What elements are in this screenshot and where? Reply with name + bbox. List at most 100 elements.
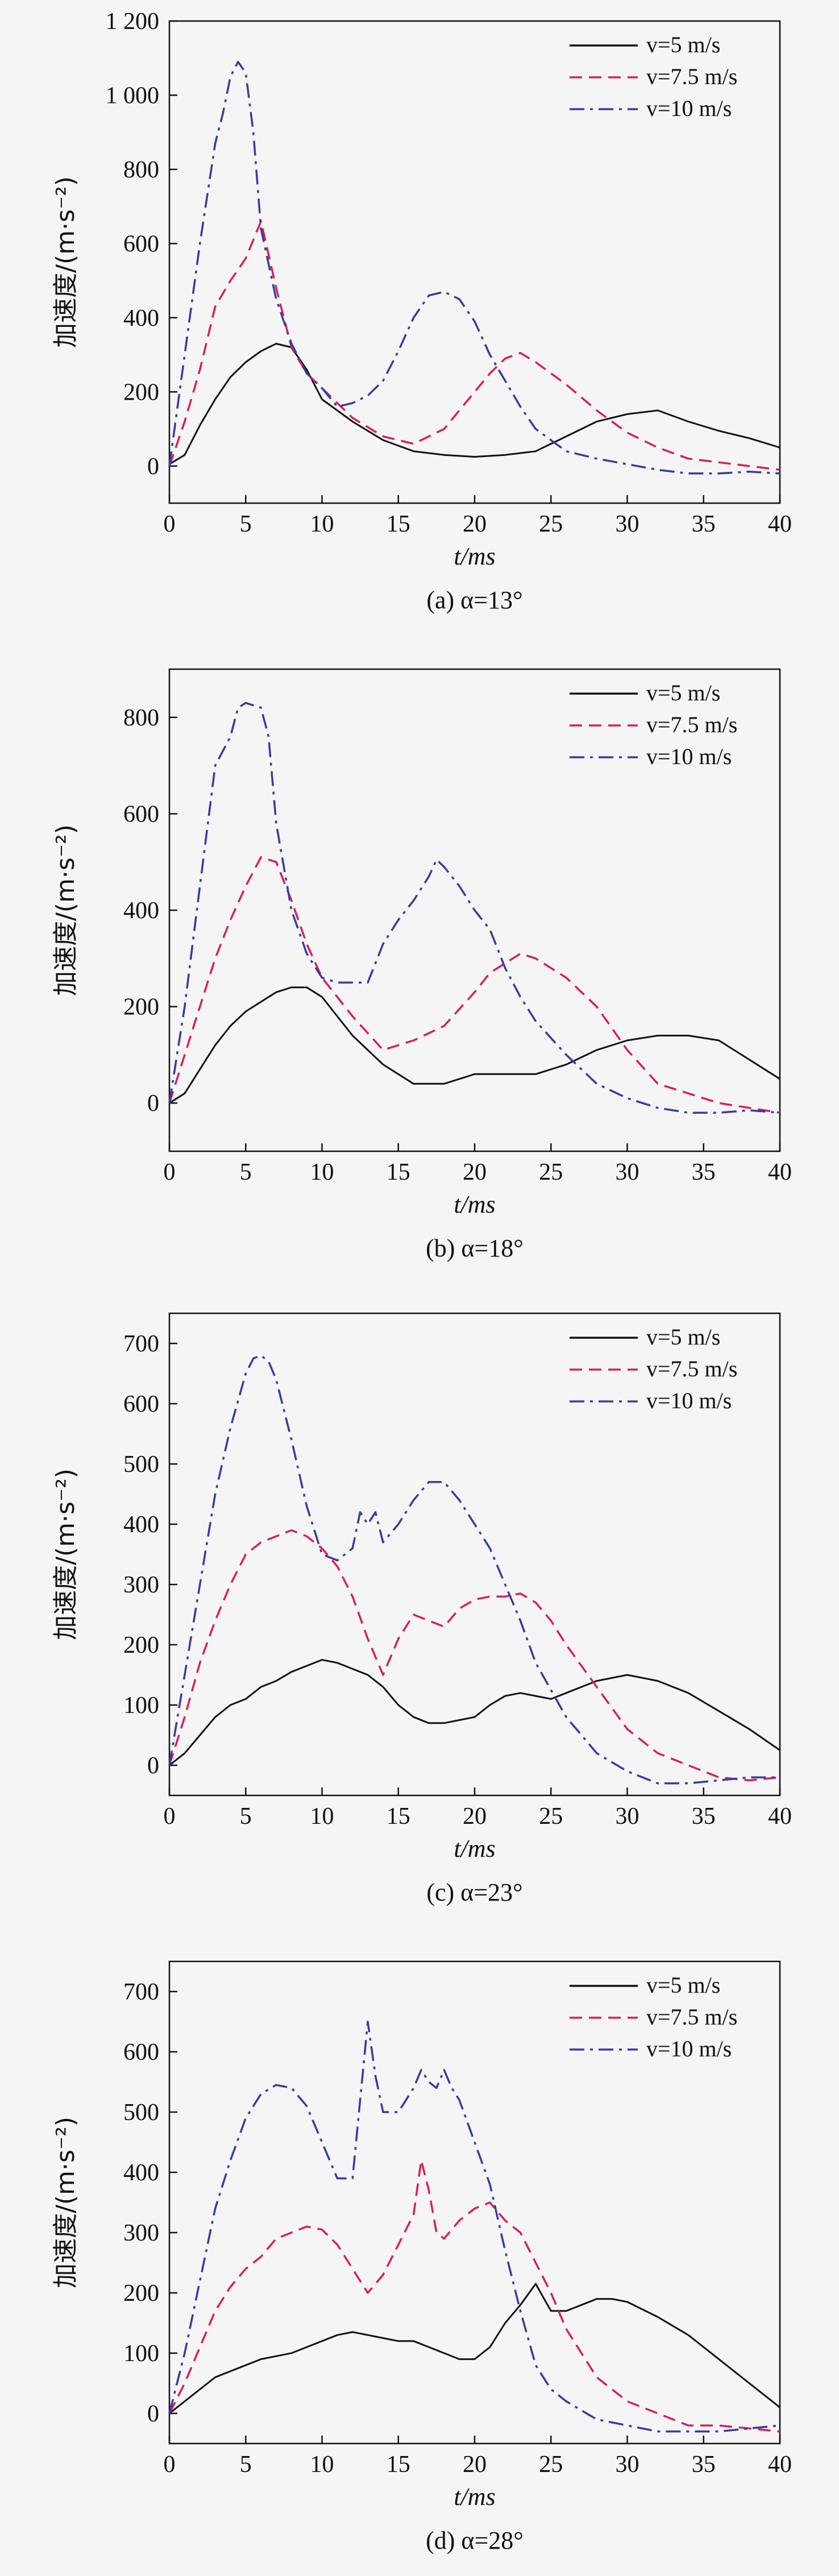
x-tick-label: 25	[539, 511, 563, 537]
series-line	[168, 61, 780, 475]
x-tick-label: 5	[240, 1159, 252, 1185]
chart-panel: 0 5 10 15 20 25 30 35 400100200300400500600700加速…	[51, 1312, 792, 1906]
x-tick-label: 25	[539, 2451, 563, 2478]
chart-caption: (d) α=28°	[426, 2527, 524, 2554]
plot-frame	[168, 1312, 781, 1797]
y-tick-label: 700	[123, 1331, 159, 1357]
x-tick-label: 15	[387, 511, 410, 537]
x-tick-label: 35	[692, 1159, 716, 1185]
y-axis-title: 加速度/(m·s⁻²)	[51, 1469, 80, 1640]
series-line	[168, 220, 780, 471]
x-tick-label: 10	[310, 511, 334, 537]
y-tick-label: 200	[123, 2280, 159, 2307]
y-tick-label: 600	[123, 801, 159, 827]
y-tick-label: 200	[123, 379, 159, 405]
legend-label: v=10 m/s	[646, 2036, 732, 2061]
series-line	[169, 1659, 780, 1766]
x-tick-label: 20	[463, 1803, 487, 1830]
x-tick-label: 35	[692, 1803, 716, 1830]
legend-label: v=7.5 m/s	[646, 712, 737, 737]
x-axis-title: t/ms	[454, 542, 495, 570]
legend-label: v=5 m/s	[646, 32, 720, 57]
x-tick-label: 40	[768, 2451, 792, 2478]
x-tick-label: 5	[240, 2451, 252, 2478]
x-axis-title: t/ms	[454, 2483, 495, 2511]
x-tick-label: 40	[768, 511, 792, 537]
y-tick-label: 400	[123, 1512, 159, 1538]
legend-label: v=10 m/s	[646, 1388, 732, 1413]
x-tick-label: 30	[616, 2451, 639, 2478]
x-tick-label: 5	[240, 1803, 252, 1830]
x-tick-label: 0	[164, 1159, 176, 1185]
y-tick-label: 200	[123, 1632, 159, 1658]
x-tick-label: 40	[768, 1803, 792, 1830]
legend-label: v=7.5 m/s	[646, 1356, 737, 1382]
x-tick-label: 25	[539, 1803, 563, 1830]
legend-label: v=10 m/s	[646, 96, 732, 121]
legend-label: v=7.5 m/s	[646, 2004, 737, 2030]
x-tick-label: 40	[768, 1159, 792, 1185]
y-tick-label: 300	[123, 1572, 159, 1598]
legend-label: v=10 m/s	[646, 744, 732, 769]
y-tick-label: 1 200	[106, 9, 160, 35]
y-tick-label: 700	[123, 1979, 159, 2005]
series-line	[168, 1354, 780, 1785]
y-tick-label: 600	[123, 2039, 159, 2065]
series-line	[168, 2159, 780, 2433]
y-tick-label: 200	[123, 994, 159, 1021]
y-tick-label: 400	[123, 2160, 159, 2186]
series-line	[169, 986, 780, 1104]
x-tick-label: 0	[164, 1803, 176, 1830]
y-axis-title: 加速度/(m·s⁻²)	[51, 176, 80, 348]
x-tick-label: 25	[539, 1159, 563, 1185]
x-tick-label: 35	[692, 2451, 716, 2478]
x-tick-label: 0	[164, 511, 176, 537]
series-line	[169, 2283, 780, 2415]
series-line	[168, 856, 780, 1114]
x-tick-label: 30	[616, 1803, 639, 1830]
legend-label: v=5 m/s	[646, 1324, 720, 1350]
y-tick-label: 800	[123, 705, 159, 731]
y-axis-title: 加速度/(m·s⁻²)	[51, 824, 80, 996]
y-tick-label: 400	[123, 305, 159, 331]
chart-caption: (a) α=13°	[426, 586, 522, 614]
x-tick-label: 20	[463, 1159, 487, 1185]
x-tick-label: 15	[387, 1803, 410, 1830]
legend-label: v=7.5 m/s	[646, 64, 737, 89]
y-tick-label: 1 000	[106, 82, 160, 109]
y-axis-title: 加速度/(m·s⁻²)	[51, 2117, 80, 2288]
x-tick-label: 35	[692, 511, 716, 537]
y-tick-label: 500	[123, 1451, 159, 1478]
chart-caption: (c) α=23°	[426, 1878, 522, 1906]
x-tick-label: 30	[616, 511, 639, 537]
series-line	[169, 343, 780, 465]
legend-label: v=5 m/s	[646, 1972, 720, 1998]
y-tick-label: 800	[123, 157, 159, 183]
x-tick-label: 10	[310, 1159, 334, 1185]
x-tick-label: 15	[387, 2451, 410, 2478]
x-tick-label: 10	[310, 2451, 334, 2478]
y-tick-label: 400	[123, 898, 159, 924]
y-tick-label: 0	[147, 1753, 159, 1779]
y-tick-label: 0	[147, 454, 159, 480]
y-tick-label: 0	[147, 2401, 159, 2427]
x-tick-label: 20	[463, 2451, 487, 2478]
y-tick-label: 600	[123, 1391, 159, 1417]
x-axis-title: t/ms	[454, 1190, 495, 1218]
x-tick-label: 0	[164, 2451, 176, 2478]
y-tick-label: 100	[123, 1693, 159, 1719]
y-tick-label: 500	[123, 2100, 159, 2126]
x-tick-label: 10	[310, 1803, 334, 1830]
series-line	[168, 1529, 780, 1782]
y-tick-label: 300	[123, 2220, 159, 2246]
chart-panel: 0 5 10 15 20 25 30 35 400100200300400500600700加速…	[51, 1960, 792, 2554]
x-tick-label: 20	[463, 511, 487, 537]
x-tick-label: 5	[240, 511, 252, 537]
y-tick-label: 100	[123, 2341, 159, 2367]
y-tick-label: 0	[147, 1090, 159, 1117]
x-tick-label: 30	[616, 1159, 639, 1185]
x-tick-label: 15	[387, 1159, 410, 1185]
plot-frame	[168, 1960, 781, 2445]
